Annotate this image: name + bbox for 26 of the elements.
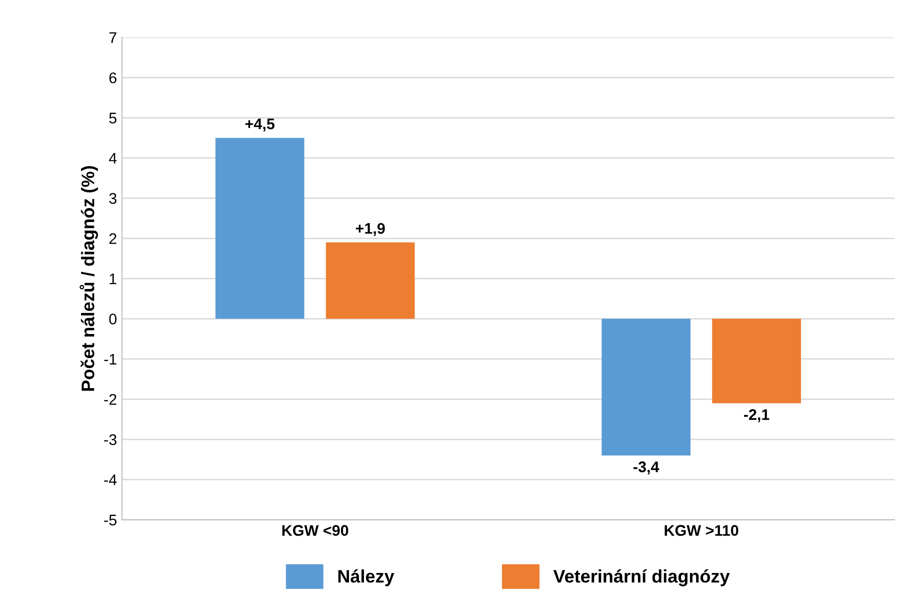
y-tick-label: 1 [110,274,116,284]
bar [602,318,690,456]
bar [215,138,304,319]
bar [326,242,415,319]
y-tick-label: 4 [108,153,117,164]
y-axis-title: Počet nálezů / diagnóz (%) [80,166,98,391]
bar [712,318,801,404]
y-tick-label: -3 [104,434,116,446]
y-tick-label: -4 [104,474,117,486]
data-label: -3,4 [634,461,660,474]
data-label: +4,5 [245,118,275,132]
y-tick-label: -2 [104,394,116,405]
data-label: +1,9 [356,223,385,236]
y-tick-label: -1 [104,354,116,365]
y-tick-label: -5 [104,514,116,526]
y-tick-label: 3 [109,193,116,204]
y-tick-label: 2 [109,233,116,244]
data-label: -2,1 [744,409,770,422]
x-tick-label: KGW <90 [282,525,348,536]
legend-label: Veterinární diagnózy [553,569,730,586]
y-tick-label: 7 [109,32,116,43]
y-tick-label: 5 [109,112,116,124]
x-tick-label: KGW >110 [664,525,738,536]
legend-label: Nálezy [338,569,394,586]
y-tick-label: 6 [109,72,116,84]
y-tick-label: 0 [109,314,117,324]
